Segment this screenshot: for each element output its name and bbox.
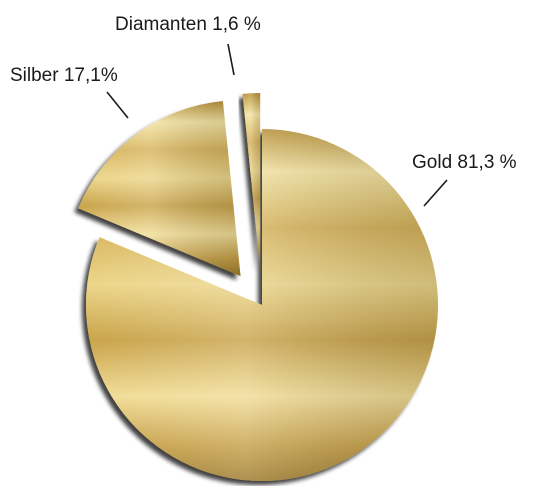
slice-label-silber: Silber 17,1% (10, 65, 118, 86)
leader-line-diamanten (227, 43, 235, 76)
leader-line-silber (106, 91, 129, 119)
pie-slice-diamanten-sheen (242, 93, 261, 270)
pie-slice-silber (78, 100, 241, 277)
slice-label-gold: Gold 81,3 % (412, 152, 517, 173)
slice-label-diamanten: Diamanten 1,6 % (115, 14, 261, 35)
leader-line-gold (423, 179, 448, 207)
pie-slice-silber-sheen (78, 100, 241, 277)
pie-slice-gold-sheen (86, 129, 439, 482)
pie-slice-gold (86, 129, 439, 482)
pie-slice-diamanten (242, 93, 261, 270)
